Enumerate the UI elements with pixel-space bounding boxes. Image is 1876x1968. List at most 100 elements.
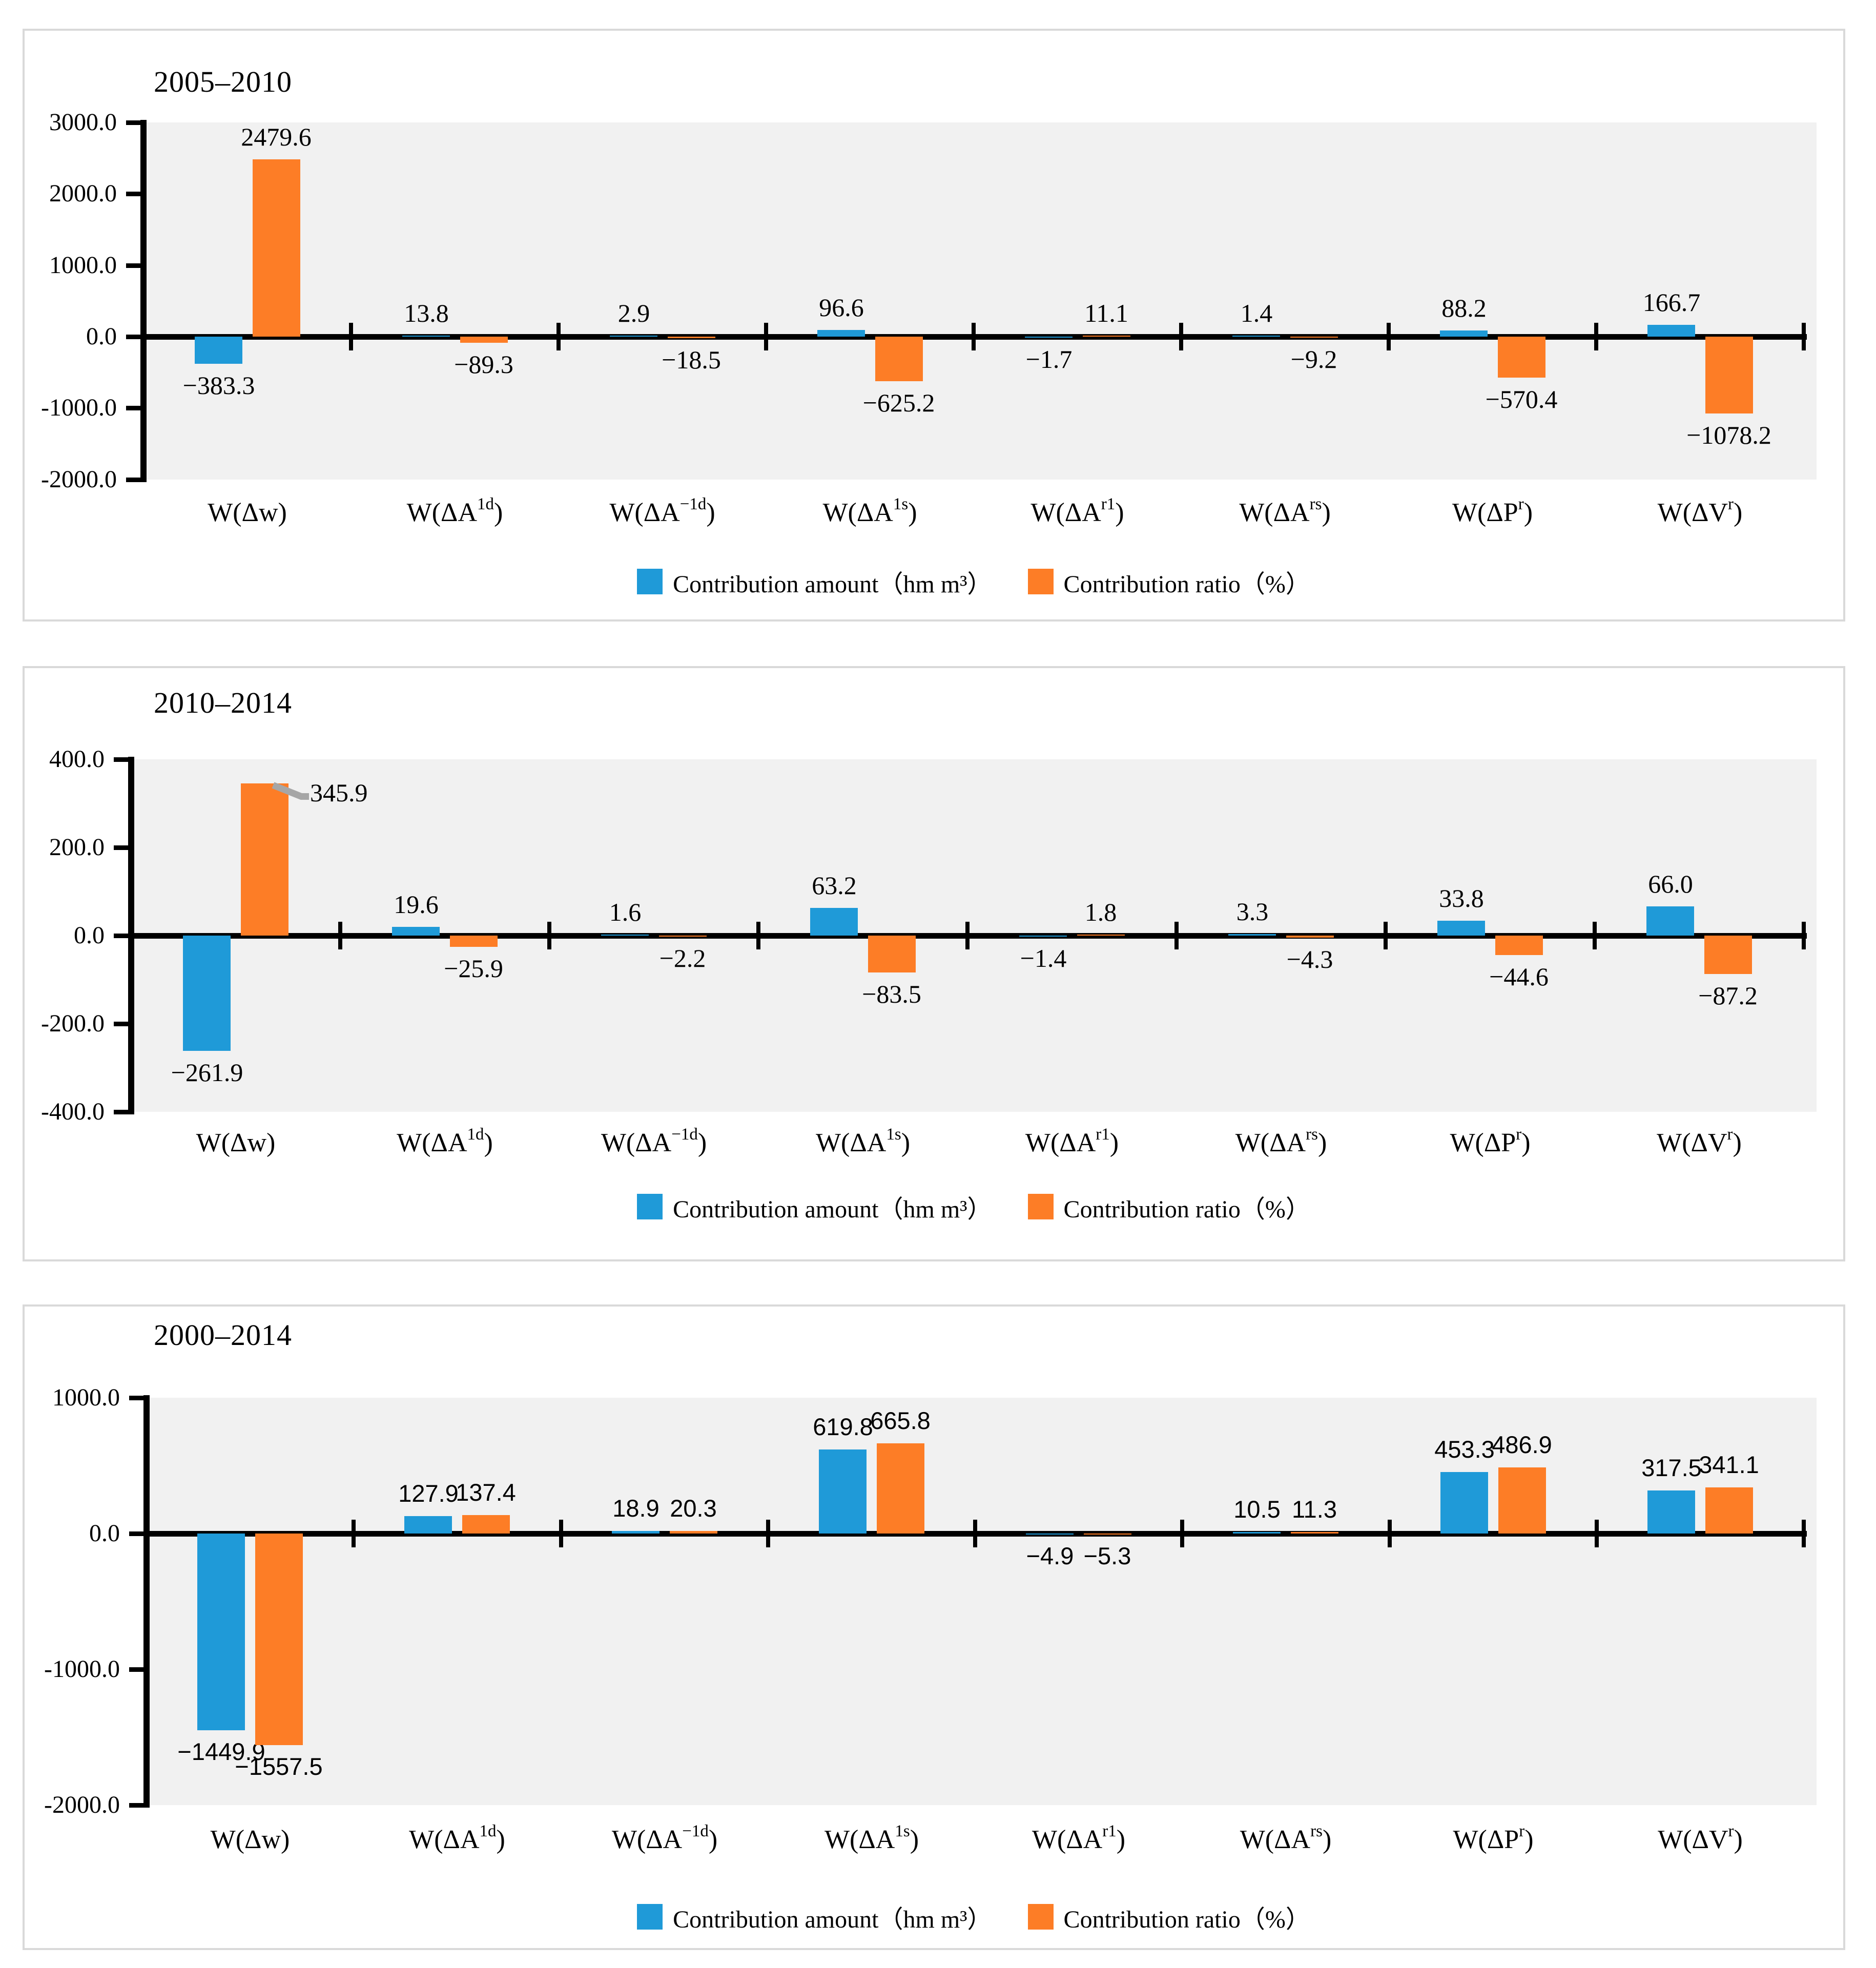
bar-ratio <box>1705 1487 1753 1534</box>
value-label-ratio: 341.1 <box>1699 1451 1759 1478</box>
category-label-post: ) <box>266 1128 276 1157</box>
legend-amount-label: Contribution amount（hm m³） <box>673 1196 992 1223</box>
value-label-amount: 1.4 <box>1240 299 1273 327</box>
category-label: W(ΔVr) <box>1595 1125 1804 1160</box>
category-label-post: ) <box>484 1128 493 1157</box>
category-axis-tick <box>1174 922 1179 949</box>
category-axis-tick <box>1802 922 1806 949</box>
y-axis-tick-label: 1000.0 <box>49 252 117 279</box>
category-label-post: ) <box>1322 1825 1332 1854</box>
bar-amount <box>402 336 450 337</box>
legend: Contribution amount（hm m³） Contribution … <box>143 564 1804 599</box>
ratio-swatch-icon <box>1027 1904 1054 1930</box>
bar-amount <box>1647 1490 1695 1534</box>
category-label: W(ΔA−1d) <box>561 1822 768 1857</box>
bar-amount <box>1228 934 1276 936</box>
value-label-amount: 2.9 <box>617 299 650 327</box>
category-label-pre: W(Δw <box>196 1128 267 1157</box>
bar-amount <box>1647 325 1695 337</box>
category-label-post: ) <box>1524 1825 1534 1854</box>
legend-item-amount: Contribution amount（hm m³） <box>637 1189 992 1225</box>
category-label-sup: −1d <box>679 495 707 513</box>
y-axis-tick <box>129 1396 145 1400</box>
legend-item-amount: Contribution amount（hm m³） <box>637 1899 992 1935</box>
bar-ratio <box>868 936 916 972</box>
bar-ratio <box>255 1534 303 1745</box>
category-label-sup: r <box>1727 1125 1733 1144</box>
bar-ratio <box>877 1443 924 1534</box>
category-label-sup: 1d <box>467 1125 484 1144</box>
category-label: W(ΔPr) <box>1386 1125 1595 1160</box>
category-label-post: ) <box>910 1825 919 1854</box>
value-label-amount: −1.7 <box>1025 345 1073 374</box>
category-label-post: ) <box>494 498 503 527</box>
category-axis-tick <box>764 323 768 350</box>
legend-amount-label: Contribution amount（hm m³） <box>673 1906 992 1933</box>
y-axis-tick <box>129 1667 145 1672</box>
category-label-pre: W(ΔA <box>406 498 478 527</box>
category-label-pre: W(ΔP <box>1453 1825 1519 1854</box>
value-label-amount: 10.5 <box>1233 1496 1281 1523</box>
category-axis-tick <box>1595 1520 1599 1547</box>
value-label-amount: 317.5 <box>1641 1454 1702 1481</box>
category-axis-tick <box>1179 323 1183 350</box>
category-label-pre: W(ΔA <box>1032 1825 1103 1854</box>
value-label-ratio: 665.8 <box>870 1407 931 1434</box>
value-label-ratio: 486.9 <box>1492 1431 1552 1458</box>
bar-amount <box>1019 936 1067 937</box>
value-label-ratio: 1.8 <box>1084 898 1117 926</box>
y-axis-line <box>143 1395 150 1808</box>
value-label-ratio: −625.2 <box>862 388 935 417</box>
category-label-sup: r1 <box>1096 1125 1110 1144</box>
bar-amount <box>610 336 657 337</box>
value-label-amount: −4.9 <box>1026 1542 1074 1569</box>
category-label: W(ΔArs) <box>1177 1125 1386 1160</box>
category-axis-tick <box>766 1520 770 1547</box>
y-axis-tick-label: 0.0 <box>86 323 117 350</box>
category-axis-tick <box>973 1520 977 1547</box>
bar-amount <box>1440 330 1488 337</box>
category-label-pre: W(ΔV <box>1657 498 1728 527</box>
value-label-ratio: −83.5 <box>862 980 921 1008</box>
plot-area <box>143 122 1817 480</box>
legend-ratio-label: Contribution ratio（%） <box>1063 571 1310 598</box>
category-label-sup: −1d <box>671 1125 698 1144</box>
bar-amount <box>810 908 858 936</box>
y-axis-tick <box>126 406 141 410</box>
category-label-sup: 1s <box>893 495 909 513</box>
category-axis-tick <box>352 1520 356 1547</box>
bar-ratio <box>450 936 498 947</box>
y-axis-tick <box>114 757 129 762</box>
amount-swatch-icon <box>637 569 663 594</box>
bar-ratio <box>875 337 923 381</box>
category-label-pre: W(ΔA <box>815 1128 887 1157</box>
category-label-pre: W(ΔA <box>609 498 680 527</box>
bar-ratio <box>253 159 300 337</box>
ratio-swatch-icon <box>1027 569 1054 594</box>
category-label-post: ) <box>1317 1128 1327 1157</box>
amount-swatch-icon <box>637 1194 663 1219</box>
category-label-pre: W(ΔA <box>1240 1825 1311 1854</box>
bar-ratio <box>1498 1467 1546 1534</box>
bar-amount <box>1025 337 1073 338</box>
y-axis-tick-label: -1000.0 <box>41 394 117 421</box>
category-label: W(ΔA1d) <box>340 1125 549 1160</box>
y-axis-tick-label: 0.0 <box>74 922 105 949</box>
bar-amount <box>195 337 242 364</box>
value-label-ratio: −4.3 <box>1286 945 1333 973</box>
bar-amount <box>1437 921 1485 936</box>
category-label-pre: W(ΔA <box>611 1825 683 1854</box>
category-axis-tick <box>756 922 760 949</box>
category-axis-tick <box>559 1520 563 1547</box>
category-label: W(ΔA1s) <box>766 495 974 530</box>
y-axis-tick <box>126 192 141 196</box>
category-label: W(ΔAr1) <box>975 1822 1182 1857</box>
legend-item-ratio: Contribution ratio（%） <box>1027 1899 1310 1935</box>
category-axis-tick <box>1387 323 1391 350</box>
category-label-sup: r <box>1518 495 1524 513</box>
category-label-sup: r1 <box>1102 1822 1117 1840</box>
category-axis-tick <box>1593 922 1597 949</box>
category-label-sup: r <box>1516 1125 1522 1144</box>
value-label-ratio: −2.2 <box>659 944 706 972</box>
category-label: W(Δw) <box>147 1823 354 1857</box>
